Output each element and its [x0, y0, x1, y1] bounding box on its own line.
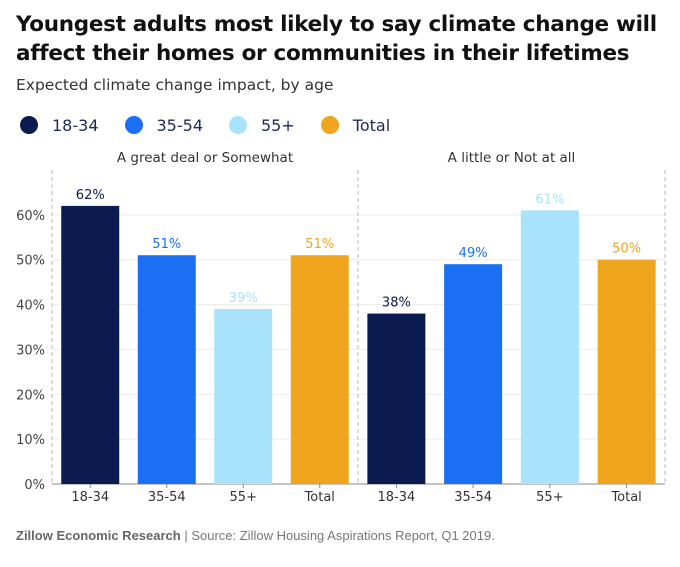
y-tick-label: 0% — [24, 478, 45, 493]
footer-source: Source: Zillow Housing Aspirations Repor… — [191, 528, 495, 543]
bar — [137, 255, 196, 484]
data-label: 62% — [76, 188, 105, 203]
legend-swatch — [320, 116, 339, 134]
bar — [214, 309, 273, 484]
y-tick-label: 30% — [16, 343, 45, 358]
legend-swatch — [20, 116, 38, 134]
legend-item-55-plus: 55+ — [229, 116, 295, 135]
footer-org: Zillow Economic Research — [16, 528, 181, 543]
legend-label: Total — [352, 115, 391, 135]
bar — [597, 259, 656, 484]
data-label: 49% — [459, 246, 488, 261]
x-tick-label: 55+ — [230, 490, 257, 505]
bar — [61, 205, 120, 484]
legend-label: 18-34 — [52, 115, 99, 135]
bar — [367, 313, 426, 484]
bar — [290, 255, 349, 484]
chart-title: Youngest adults most likely to say clima… — [16, 12, 657, 66]
footer-separator: | — [180, 528, 192, 543]
x-tick-label: Total — [304, 490, 335, 505]
bar — [444, 264, 503, 484]
x-tick-label: 18-34 — [377, 490, 415, 505]
data-label: 51% — [152, 237, 181, 252]
chart-subtitle: Expected climate change impact, by age — [16, 76, 334, 94]
y-tick-label: 50% — [16, 254, 45, 269]
legend-item-18-34: 18-34 — [20, 116, 99, 135]
x-tick-label: 18-34 — [71, 490, 109, 505]
x-tick-label: Total — [610, 490, 641, 505]
legend-swatch — [124, 116, 143, 134]
legend-label: 55+ — [261, 115, 295, 135]
legend: 18-34 35-54 55+ Total — [20, 112, 416, 138]
data-label: 51% — [305, 237, 334, 252]
y-tick-label: 60% — [16, 209, 45, 224]
legend-item-total: Total — [320, 115, 391, 135]
legend-label: 35-54 — [156, 115, 204, 135]
x-tick-label: 35-54 — [148, 490, 186, 505]
panel-label: A little or Not at all — [448, 150, 576, 166]
data-label: 39% — [229, 291, 258, 306]
legend-swatch — [229, 116, 247, 134]
bar — [520, 210, 579, 484]
source-footer: Zillow Economic Research | Source: Zillo… — [16, 528, 495, 543]
data-label: 61% — [535, 192, 564, 207]
legend-item-35-54: 35-54 — [124, 115, 204, 135]
x-tick-label: 55+ — [536, 490, 563, 505]
y-tick-label: 20% — [16, 388, 45, 403]
y-tick-label: 10% — [16, 433, 45, 448]
panel-label: A great deal or Somewhat — [117, 150, 293, 166]
data-label: 50% — [612, 242, 641, 257]
y-tick-label: 40% — [16, 299, 45, 314]
x-tick-label: 35-54 — [454, 490, 492, 505]
data-label: 38% — [382, 296, 411, 311]
